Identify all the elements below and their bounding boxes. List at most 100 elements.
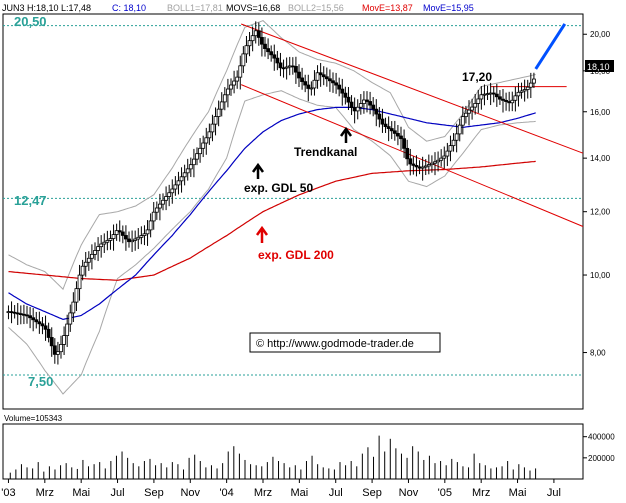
candle-body	[31, 317, 36, 321]
candle-body	[287, 65, 292, 68]
candle-body	[226, 88, 230, 96]
candle-body	[318, 72, 323, 76]
header-boll2: BOLL2=15,56	[288, 3, 344, 13]
candle-body	[114, 230, 119, 235]
candle-body	[519, 90, 524, 93]
gdl50-arrow-icon	[251, 162, 265, 179]
candle-body	[470, 106, 474, 111]
x-tick-label: Mai	[290, 487, 308, 499]
candle-body	[408, 158, 413, 165]
candle-body	[358, 103, 363, 108]
candle-body	[485, 93, 490, 96]
candle-body	[365, 99, 369, 102]
candle-body	[294, 66, 298, 73]
candle-body	[37, 321, 42, 325]
candle-body	[130, 239, 134, 243]
candle-body	[303, 81, 308, 86]
candle-body	[297, 71, 301, 79]
candle-body	[371, 104, 376, 110]
x-tick-label: '04	[219, 487, 233, 499]
candle-body	[25, 314, 29, 317]
candle-body	[337, 84, 342, 90]
candle-body	[90, 253, 94, 259]
candle-body	[312, 79, 317, 89]
gdl200-annotation: exp. GDL 200	[255, 225, 334, 262]
volume-tick-label: 400000	[588, 433, 615, 442]
candle-body	[309, 87, 314, 90]
candle-body	[439, 157, 444, 161]
volume-tick-label: 200000	[588, 454, 615, 463]
candle-body	[49, 337, 54, 347]
candle-body	[235, 76, 240, 82]
candle-body	[426, 164, 431, 167]
candle-body	[423, 165, 428, 168]
candle-body	[349, 101, 354, 108]
candle-body	[207, 131, 212, 139]
candle-body	[494, 93, 499, 98]
candle-body	[43, 325, 48, 330]
candle-body	[420, 166, 425, 169]
candle-body	[99, 243, 104, 248]
candle-body	[269, 51, 274, 56]
gdl200-label: exp. GDL 200	[258, 248, 334, 262]
trendkanal-upper-line	[241, 23, 584, 154]
candle-body	[355, 106, 360, 112]
x-tick-label: Sep	[144, 487, 164, 499]
candle-body	[272, 54, 277, 59]
candle-body	[436, 159, 440, 163]
candle-body	[343, 92, 348, 98]
volume-panel	[2, 423, 584, 480]
candle-body	[213, 116, 218, 125]
gdl200-arrow-icon	[255, 225, 269, 243]
candle-body	[532, 78, 536, 84]
candle-body	[482, 93, 487, 96]
level-label-12-47: 12,47	[14, 193, 47, 208]
candle-body	[380, 118, 385, 125]
candle-body	[238, 65, 243, 78]
candle-body	[111, 234, 116, 239]
candle-body	[516, 91, 521, 97]
candle-body	[501, 98, 505, 101]
candle-body	[164, 196, 168, 201]
x-tick-label: Nov	[399, 487, 419, 499]
candle-body	[9, 311, 14, 314]
y-tick-label: 10,00	[590, 271, 611, 280]
candle-body	[68, 312, 73, 325]
candle-body	[411, 163, 416, 166]
candle-body	[442, 155, 447, 159]
candle-body	[473, 103, 478, 108]
candle-body	[74, 288, 79, 303]
candle-body	[451, 139, 456, 147]
candle-body	[12, 311, 17, 314]
candle-body	[445, 150, 450, 157]
candle-body	[460, 116, 465, 126]
candle-body	[127, 238, 131, 243]
candle-body	[368, 101, 372, 106]
candle-body	[467, 109, 471, 114]
gdl50-label: exp. GDL 50	[244, 181, 313, 195]
candle-body	[176, 180, 181, 186]
candle-body	[328, 78, 332, 82]
header-symbol-ohl: JUN3 H:18,10 L:17,48	[2, 3, 91, 13]
header-movs: MOVS=16,68	[226, 3, 280, 13]
candle-body	[488, 92, 493, 95]
trendkanal-arrow-icon	[339, 126, 353, 143]
candle-body	[507, 101, 512, 104]
candle-body	[179, 176, 184, 182]
candle-body	[136, 236, 141, 240]
copyright-text: © http://www.godmode-trader.de	[256, 338, 414, 350]
candle-body	[148, 220, 153, 231]
candle-body	[158, 203, 162, 209]
candle-body	[331, 80, 335, 84]
copyright-box: © http://www.godmode-trader.de	[249, 332, 441, 353]
candle-body	[346, 96, 351, 103]
candle-body	[219, 101, 224, 110]
x-tick-label: Mai	[72, 487, 90, 499]
candle-body	[188, 164, 193, 170]
candle-body	[204, 137, 209, 144]
candle-body	[182, 172, 187, 178]
trendkanal-label: Trendkanal	[294, 145, 357, 159]
candle-body	[266, 48, 270, 53]
x-tick-label: '03	[1, 487, 15, 499]
candle-body	[6, 311, 11, 314]
